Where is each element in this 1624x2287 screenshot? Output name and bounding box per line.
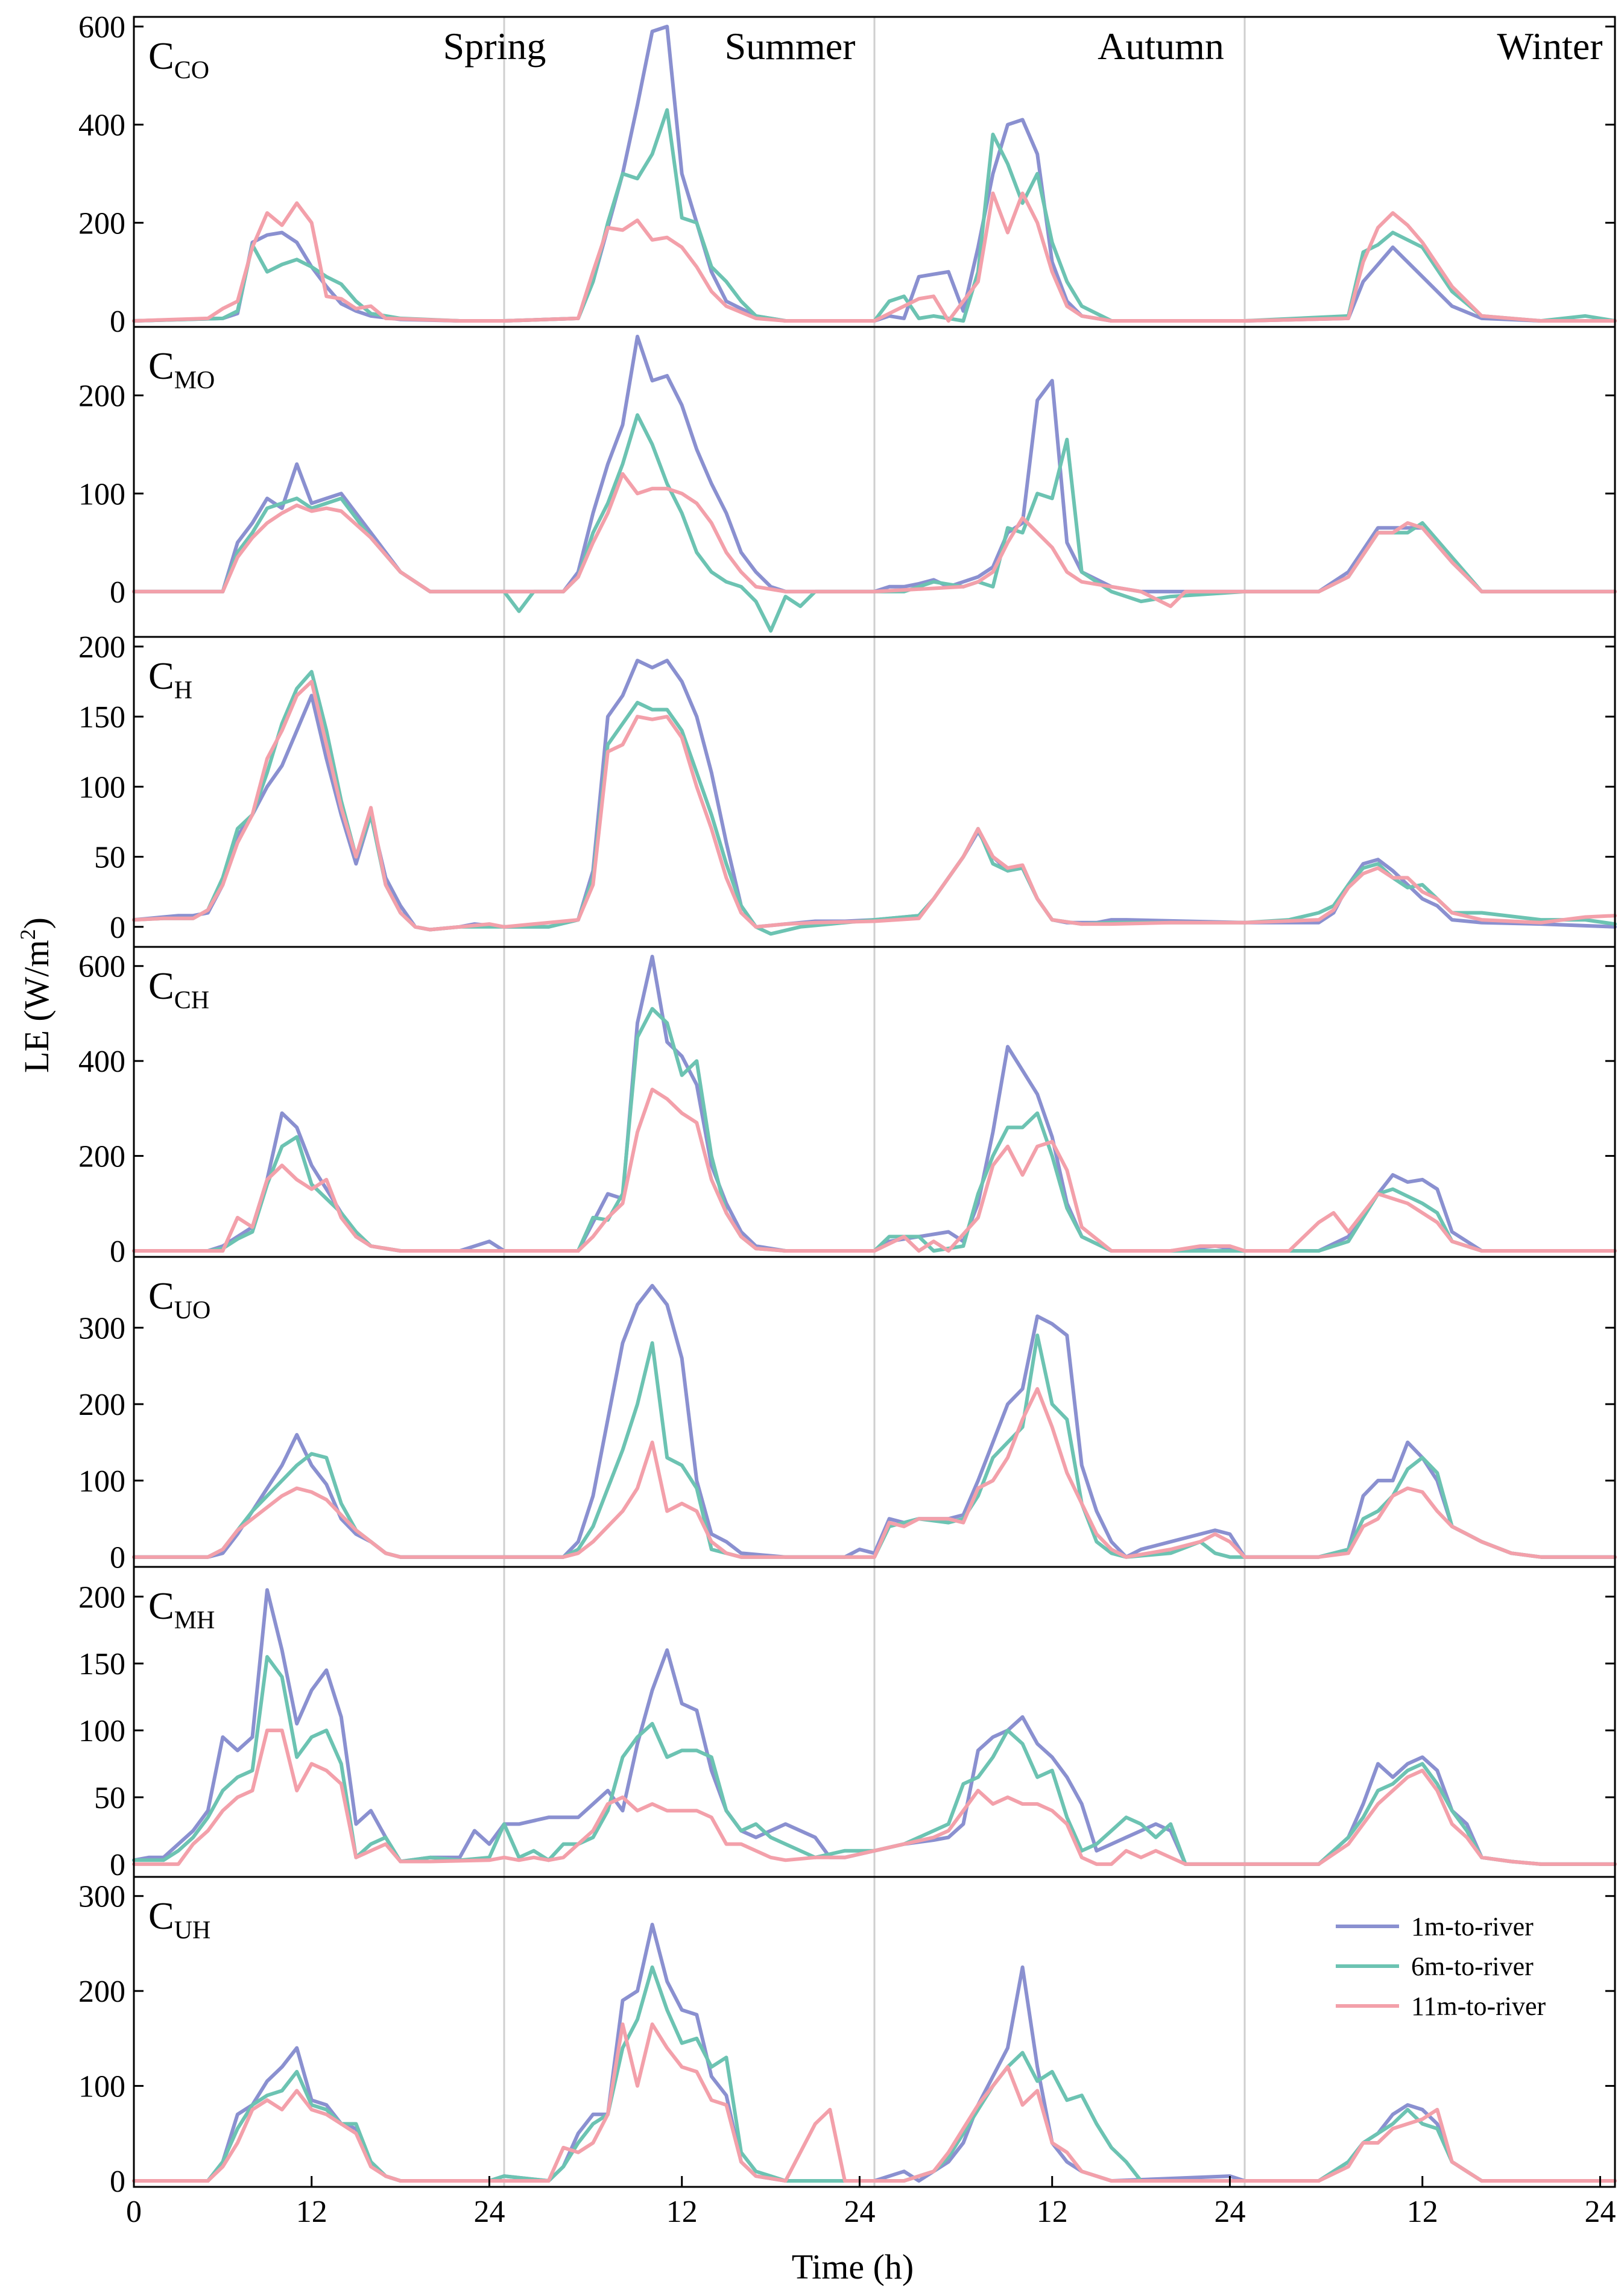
panel-label: CCH xyxy=(148,964,209,1014)
panel-label-sub: CH xyxy=(174,987,209,1014)
panel-5: 0 100 200 300 CUO xyxy=(78,1256,1617,1575)
legend-label-6m-to-river: 6m-to-river xyxy=(1411,1952,1534,1981)
panel-label-main: C xyxy=(148,344,174,387)
x-tick-label: 12 xyxy=(1407,2195,1438,2229)
panel-label-sub: H xyxy=(174,677,192,704)
y-tick-label: 100 xyxy=(78,2070,125,2104)
y-axis-title-main: LE (W/m xyxy=(17,940,56,1073)
y-tick-label: 400 xyxy=(78,109,125,143)
y-tick-label: 200 xyxy=(78,1580,125,1615)
panel-label: CMH xyxy=(148,1584,215,1634)
x-tick-label: 24 xyxy=(1214,2195,1245,2229)
series-line-11m-to-river xyxy=(132,472,1617,609)
y-tick-label: 200 xyxy=(78,1140,125,1174)
y-tick-label: 50 xyxy=(94,1781,125,1815)
x-tick-label: 12 xyxy=(1037,2195,1068,2229)
panel-4: 0 200 400 600 CCH xyxy=(78,946,1617,1269)
panel-label-main: C xyxy=(148,1584,174,1627)
season-label-summer: Summer xyxy=(725,25,856,68)
x-tick-label: 24 xyxy=(473,2195,505,2229)
panel-label-main: C xyxy=(148,1894,174,1937)
season-label-winter: Winter xyxy=(1497,25,1602,68)
panel-label-sub: MO xyxy=(174,367,215,394)
x-tick-label: 0 xyxy=(126,2195,142,2229)
y-tick-label: 200 xyxy=(78,630,125,665)
series-line-6m-to-river xyxy=(132,669,1617,936)
y-tick-label: 0 xyxy=(110,305,125,339)
season-label-spring: Spring xyxy=(443,25,546,68)
x-axis-title: Time (h) xyxy=(792,2247,914,2286)
panel-3: 0 50 100 150 200 CH xyxy=(78,630,1617,948)
y-tick-label: 50 xyxy=(94,841,125,875)
y-tick-label: 0 xyxy=(110,1235,125,1269)
x-axis: 0 12 24 12 24 12 24 12 24 xyxy=(126,2176,1616,2229)
y-axis-title-suffix: ) xyxy=(17,917,56,929)
panel-6: 0 50 100 150 200 CMH xyxy=(78,1566,1617,1882)
panel-label: CMO xyxy=(148,344,215,394)
panel-label-main: C xyxy=(148,1274,174,1317)
y-axis-title-sup: 2 xyxy=(16,929,40,940)
legend-label-1m-to-river: 1m-to-river xyxy=(1411,1912,1534,1941)
panel-7: 0 100 200 300 CUH xyxy=(78,1876,1617,2199)
panel-label-main: C xyxy=(148,654,174,697)
y-tick-label: 400 xyxy=(78,1045,125,1079)
y-tick-label: 200 xyxy=(78,206,125,241)
series-line-11m-to-river xyxy=(132,1387,1617,1559)
y-tick-label: 600 xyxy=(78,10,125,45)
y-tick-label: 150 xyxy=(78,1647,125,1681)
panel-frame xyxy=(133,1876,1616,2188)
y-tick-label: 300 xyxy=(78,1311,125,1346)
panel-label: CUH xyxy=(148,1894,210,1944)
x-tick-label: 12 xyxy=(296,2195,327,2229)
y-tick-label: 100 xyxy=(78,770,125,805)
y-tick-label: 0 xyxy=(110,2165,125,2199)
panel-label-main: C xyxy=(148,964,174,1007)
panel-2: 0 100 200 CMO xyxy=(78,326,1617,638)
series-line-11m-to-river xyxy=(132,1087,1617,1253)
panel-label: CCO xyxy=(148,34,209,84)
panel-label: CH xyxy=(148,654,192,704)
panel-label-main: C xyxy=(148,34,174,77)
y-tick-label: 0 xyxy=(110,575,125,610)
y-tick-label: 0 xyxy=(110,911,125,945)
panel-label-sub: MH xyxy=(174,1607,215,1634)
y-tick-label: 200 xyxy=(78,379,125,414)
y-tick-label: 200 xyxy=(78,1975,125,2009)
y-tick-label: 300 xyxy=(78,1880,125,1914)
x-tick-label: 24 xyxy=(844,2195,875,2229)
series-line-11m-to-river xyxy=(132,2022,1617,2183)
panel-label-sub: UH xyxy=(174,1917,211,1944)
season-label-autumn: Autumn xyxy=(1098,25,1224,68)
panel-label: CUO xyxy=(148,1274,210,1324)
series-line-11m-to-river xyxy=(132,1729,1617,1866)
y-tick-label: 0 xyxy=(110,1848,125,1882)
legend: 1m-to-river 6m-to-river 11m-to-river xyxy=(1336,1912,1546,2021)
panel-label-sub: UO xyxy=(174,1297,211,1324)
y-tick-label: 0 xyxy=(110,1541,125,1575)
series-line-1m-to-river xyxy=(132,659,1617,932)
y-axis-title: LE (W/m2) xyxy=(16,917,56,1073)
y-tick-label: 150 xyxy=(78,700,125,735)
y-tick-label: 100 xyxy=(78,1464,125,1499)
panel-label-sub: CO xyxy=(174,57,209,84)
panel-1: 0 200 400 600 CCO Spring Summer Autumn Winter xyxy=(78,10,1617,339)
y-tick-label: 600 xyxy=(78,950,125,984)
x-tick-label: 24 xyxy=(1584,2195,1616,2229)
series-line-6m-to-river xyxy=(132,1965,1617,2183)
y-tick-label: 200 xyxy=(78,1388,125,1422)
y-tick-label: 100 xyxy=(78,477,125,511)
series-line-11m-to-river xyxy=(132,191,1617,323)
series-line-11m-to-river xyxy=(132,680,1617,932)
y-tick-label: 100 xyxy=(78,1714,125,1748)
x-tick-label: 12 xyxy=(666,2195,698,2229)
legend-label-11m-to-river: 11m-to-river xyxy=(1411,1991,1546,2021)
